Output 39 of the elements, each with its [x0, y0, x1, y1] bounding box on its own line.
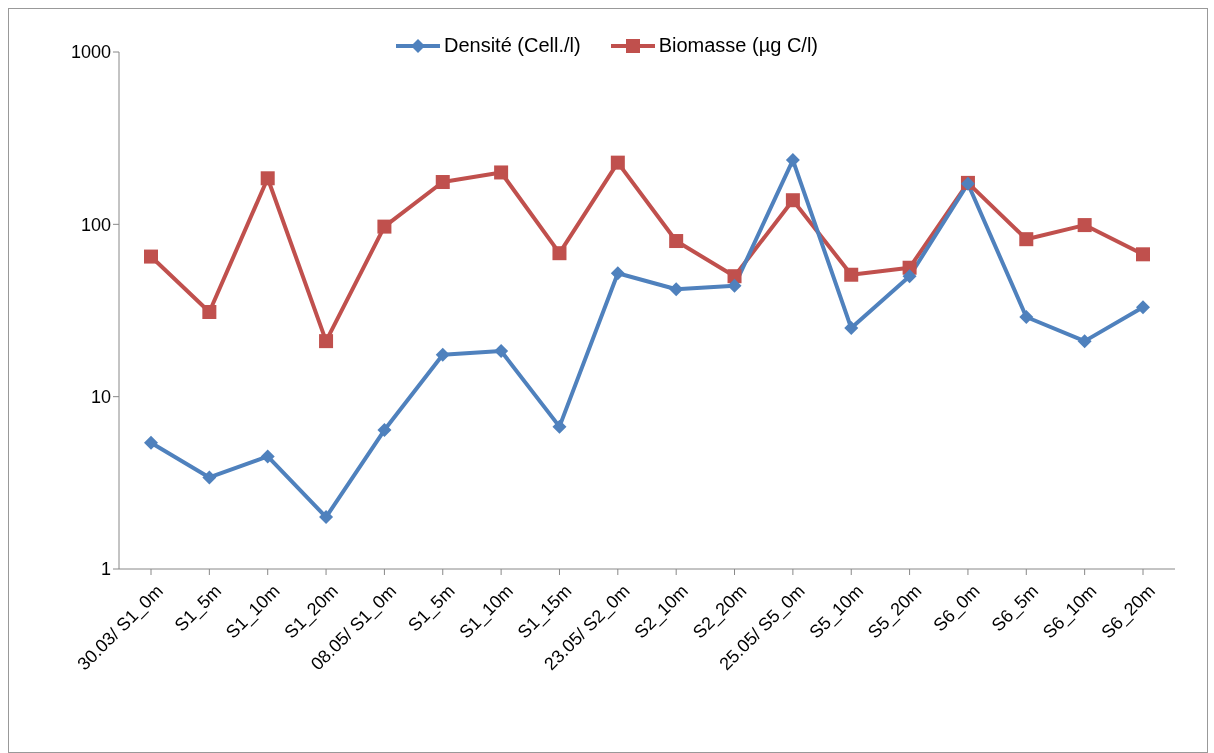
point	[260, 449, 275, 464]
point	[669, 234, 684, 249]
point	[377, 219, 392, 234]
point	[1019, 232, 1034, 247]
point	[1077, 218, 1092, 233]
point	[435, 175, 450, 190]
point	[144, 249, 158, 264]
point	[844, 321, 859, 336]
point	[494, 165, 509, 180]
point	[610, 266, 625, 281]
point	[1077, 334, 1092, 349]
point	[1136, 300, 1150, 315]
point	[785, 153, 800, 168]
point	[319, 334, 334, 349]
y-tick-label: 10	[90, 387, 111, 408]
y-tick-label: 1	[100, 559, 111, 580]
point	[494, 344, 509, 359]
point	[260, 171, 275, 186]
point	[844, 267, 859, 282]
legend-label: Densité (Cell./l)	[443, 34, 581, 57]
point	[435, 347, 450, 362]
y-tick-label: 1000	[70, 42, 111, 63]
point	[727, 278, 742, 293]
point	[202, 470, 217, 485]
point	[202, 304, 217, 319]
point	[319, 510, 334, 525]
point	[785, 193, 800, 208]
point	[902, 269, 917, 284]
point	[377, 423, 392, 438]
point	[1019, 309, 1034, 324]
point	[610, 155, 625, 170]
legend-label: Biomasse (µg C/l)	[658, 34, 819, 57]
point	[1136, 247, 1150, 262]
point	[552, 246, 567, 261]
point	[144, 435, 158, 450]
point	[727, 269, 742, 284]
point	[552, 419, 567, 434]
point	[669, 282, 684, 297]
y-tick-label: 100	[80, 214, 111, 235]
